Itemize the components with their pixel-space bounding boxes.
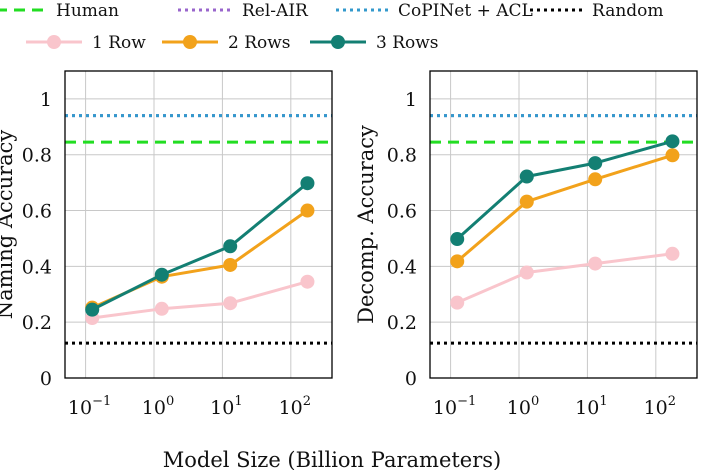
- series-line-2-rows: [456, 153, 673, 263]
- y-ticks-decomp: 0 0.2 0.4 0.6 0.8 1: [387, 89, 417, 390]
- x-ticks-decomp: 10−1 100 101 102: [433, 394, 676, 419]
- y-tick-label: 0.4: [387, 256, 417, 278]
- legend-entry-row1: 1 Row: [26, 33, 146, 53]
- data-point-2-rows: [223, 257, 238, 272]
- grid-naming: [65, 71, 332, 379]
- grid-decomp: [430, 71, 697, 379]
- y-tick-label: 0.2: [387, 312, 417, 334]
- data-point-2-rows: [450, 254, 465, 269]
- legend-entry-row2: 2 Rows: [162, 33, 291, 53]
- chart-panel-naming: 0 0.2 0.4 0.6 0.8 1 10−1 100 101 102 Naming Accu…: [0, 70, 333, 419]
- x-tick-label: 102: [644, 394, 676, 419]
- reference-lines-decomp: [430, 114, 697, 345]
- legend-entry-rel-air: Rel-AIR: [178, 1, 309, 21]
- series-line-1-row: [92, 280, 308, 320]
- data-point-1-row: [154, 301, 169, 316]
- legend-label-rel-air: Rel-AIR: [242, 1, 309, 21]
- y-tick-label: 1: [40, 89, 52, 111]
- data-point-1-row: [223, 296, 238, 311]
- shared-x-axis-label: Model Size (Billion Parameters): [163, 448, 502, 470]
- data-point-3-rows: [300, 176, 315, 191]
- data-point-1-row: [300, 274, 315, 289]
- x-tick-label: 101: [575, 394, 607, 419]
- y-tick-label: 0: [405, 368, 417, 390]
- x-tick-label: 10−1: [433, 394, 476, 419]
- legend-entry-human: Human: [0, 1, 119, 21]
- data-point-3-rows: [665, 134, 680, 149]
- data-point-3-rows: [519, 169, 534, 184]
- data-point-3-rows: [450, 232, 465, 247]
- x-tick-label: 100: [507, 394, 539, 419]
- data-point-3-rows: [223, 239, 238, 254]
- legend-marker-row1: [47, 35, 61, 49]
- y-axis-label-decomp: Decomp. Accuracy: [354, 125, 378, 324]
- data-point-2-rows: [300, 203, 315, 218]
- reference-lines-naming: [65, 114, 332, 345]
- y-tick-label: 0.4: [22, 256, 52, 278]
- y-tick-label: 0.6: [22, 201, 52, 223]
- y-tick-label: 0.8: [22, 145, 52, 167]
- series-line-1-row: [456, 252, 673, 304]
- legend: Human Rel-AIR CoPINet + ACL Random 1 Row…: [0, 1, 664, 53]
- y-tick-label: 0.2: [22, 312, 52, 334]
- data-point-1-row: [519, 265, 534, 280]
- y-tick-label: 0: [40, 368, 52, 390]
- legend-label-row2: 2 Rows: [228, 33, 291, 53]
- legend-label-row1: 1 Row: [92, 33, 146, 53]
- series-line-3-rows: [91, 182, 309, 311]
- data-point-1-row: [588, 256, 603, 271]
- data-point-2-rows: [519, 194, 534, 209]
- legend-label-human: Human: [56, 1, 119, 21]
- plot-frame-decomp: [429, 70, 698, 379]
- series-naming: [85, 176, 315, 325]
- data-point-2-rows: [588, 172, 603, 187]
- chart-panel-decomp: 0 0.2 0.4 0.6 0.8 1 10−1 100 101 102 Decomp. Acc…: [354, 70, 698, 419]
- legend-label-copinet: CoPINet + ACL: [398, 1, 533, 21]
- x-tick-label: 10−1: [68, 394, 111, 419]
- data-point-1-row: [450, 295, 465, 310]
- data-point-1-row: [665, 246, 680, 261]
- x-tick-label: 100: [142, 394, 174, 419]
- data-point-3-rows: [85, 302, 100, 317]
- legend-marker-row3: [331, 35, 345, 49]
- series-decomp: [450, 134, 680, 310]
- series-line-3-rows: [456, 139, 673, 241]
- legend-entry-row3: 3 Rows: [310, 33, 439, 53]
- y-ticks-naming: 0 0.2 0.4 0.6 0.8 1: [22, 89, 52, 390]
- data-point-3-rows: [588, 156, 603, 171]
- x-tick-label: 101: [210, 394, 242, 419]
- legend-label-row3: 3 Rows: [376, 33, 439, 53]
- y-tick-label: 0.6: [387, 201, 417, 223]
- legend-label-random: Random: [592, 1, 664, 21]
- y-axis-label-naming: Naming Accuracy: [0, 130, 17, 320]
- y-tick-label: 1: [405, 89, 417, 111]
- legend-entry-copinet: CoPINet + ACL: [336, 1, 533, 21]
- data-point-2-rows: [665, 148, 680, 163]
- legend-entry-random: Random: [530, 1, 664, 21]
- data-point-3-rows: [154, 267, 169, 282]
- x-ticks-naming: 10−1 100 101 102: [68, 394, 311, 419]
- legend-marker-row2: [183, 35, 197, 49]
- y-tick-label: 0.8: [387, 145, 417, 167]
- plot-frame-naming: [64, 70, 333, 379]
- x-tick-label: 102: [279, 394, 311, 419]
